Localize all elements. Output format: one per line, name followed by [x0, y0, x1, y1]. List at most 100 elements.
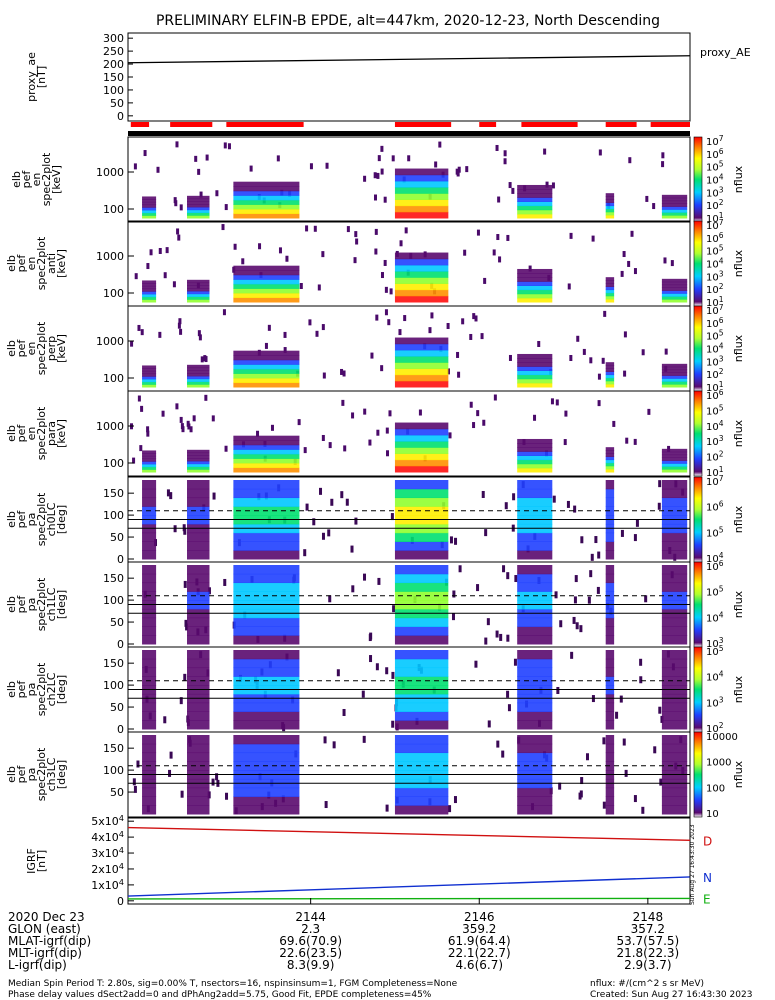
noise-pixel — [374, 228, 378, 235]
spectrogram-band — [142, 466, 157, 470]
noise-pixel — [386, 450, 390, 457]
noise-pixel — [198, 334, 202, 341]
noise-pixel — [368, 439, 372, 446]
y-tick-label: 100 — [103, 457, 124, 470]
noise-pixel — [146, 263, 150, 270]
noise-pixel — [589, 357, 593, 364]
spectrogram-band — [661, 206, 688, 210]
spectrogram-band — [605, 447, 615, 451]
spectrogram-band — [661, 375, 688, 379]
spectrogram-band — [605, 368, 615, 372]
noise-pixel — [149, 249, 153, 256]
noise-pixel — [391, 720, 395, 728]
spectrogram-band — [142, 667, 157, 677]
note-line2-left: Phase delay values dSect2add=0 and dPhAn… — [8, 990, 432, 1000]
spectrogram-band — [233, 617, 300, 627]
noise-pixel — [622, 738, 626, 746]
noise-pixel — [375, 314, 379, 321]
spectrogram-band — [142, 376, 157, 380]
noise-pixel — [169, 751, 173, 759]
noise-pixel — [224, 445, 228, 452]
spectrogram-band — [661, 676, 688, 686]
colorbar-tick-label: 102 — [706, 450, 724, 464]
noise-pixel — [630, 230, 634, 237]
spectrogram-band — [142, 370, 157, 375]
spectrogram-band — [661, 617, 688, 627]
noise-pixel — [176, 228, 180, 235]
noise-pixel — [354, 517, 358, 525]
y-tick-label: 150 — [103, 572, 124, 585]
noise-pixel — [137, 395, 141, 402]
noise-pixel — [399, 240, 403, 247]
spectrogram-band — [394, 635, 449, 645]
noise-pixel — [653, 746, 657, 754]
spectrogram-band — [661, 469, 688, 473]
noise-pixel — [657, 502, 661, 510]
spectrogram-band — [661, 290, 688, 294]
spectrogram-band — [233, 288, 300, 294]
spectrogram-band — [661, 541, 688, 551]
spectrogram-band — [661, 667, 688, 677]
noise-pixel — [589, 570, 593, 578]
spectrogram-band — [661, 384, 688, 388]
noise-pixel — [438, 141, 442, 148]
spectrogram-band — [394, 453, 449, 461]
spectrogram-band — [233, 650, 300, 660]
noise-pixel — [185, 623, 189, 631]
spectrogram-band — [142, 381, 157, 385]
y-axis-label-line: [nT] — [35, 66, 48, 88]
spectrogram-band — [394, 532, 449, 542]
noise-pixel — [172, 281, 176, 288]
spectrogram-band — [605, 202, 615, 207]
spectrogram-band — [233, 711, 300, 721]
spectrogram-band — [605, 208, 615, 213]
spectrogram-band — [394, 702, 449, 712]
noise-pixel — [221, 224, 225, 231]
noise-pixel — [224, 204, 228, 211]
noise-pixel — [501, 750, 505, 758]
colorbar-tick-label: 103 — [706, 354, 724, 368]
spectrogram-band — [661, 194, 688, 199]
noise-pixel — [554, 591, 558, 599]
noise-pixel — [602, 801, 606, 809]
spectrogram-band — [142, 291, 157, 295]
spectrogram-band — [142, 626, 157, 636]
noise-pixel — [146, 430, 150, 437]
spectrogram-band — [661, 711, 688, 721]
noise-pixel — [308, 319, 312, 326]
spectrogram-band — [394, 205, 449, 213]
footer-value: 357.2 — [631, 922, 665, 936]
y-tick-label: 2x104 — [91, 861, 124, 876]
spectrogram-band — [517, 189, 553, 194]
colorbar-tick-label: 102 — [706, 721, 724, 735]
colorbar — [693, 136, 703, 223]
noise-pixel — [380, 145, 384, 152]
spectrogram-band — [187, 469, 210, 473]
noise-pixel — [624, 769, 628, 777]
noise-pixel — [573, 505, 577, 513]
spectrogram-band — [187, 373, 210, 377]
noise-pixel — [322, 372, 326, 379]
spectrogram-band — [394, 582, 449, 592]
spectrogram-band — [517, 382, 553, 388]
spectrogram-band — [187, 497, 210, 507]
noise-pixel — [328, 442, 332, 449]
y-axis-label-line: [keV] — [55, 419, 68, 448]
footer-value: 69.6(70.9) — [279, 934, 342, 948]
spectrogram-band — [394, 573, 449, 584]
noise-pixel — [183, 580, 187, 588]
colorbar-label: nflux — [732, 419, 745, 447]
noise-pixel — [558, 782, 562, 790]
noise-pixel — [132, 457, 136, 464]
spectrogram-band — [661, 591, 688, 601]
colorbar-label: nflux — [732, 165, 745, 193]
spectrogram-band — [605, 573, 615, 584]
spectrogram-band — [394, 337, 449, 345]
noise-pixel — [580, 777, 584, 785]
noise-pixel — [591, 235, 595, 242]
spectrogram-band — [187, 458, 210, 462]
colorbar-tick-label: 103 — [706, 269, 724, 283]
red-phase-segment — [650, 122, 690, 127]
spectrogram-band — [142, 497, 157, 507]
